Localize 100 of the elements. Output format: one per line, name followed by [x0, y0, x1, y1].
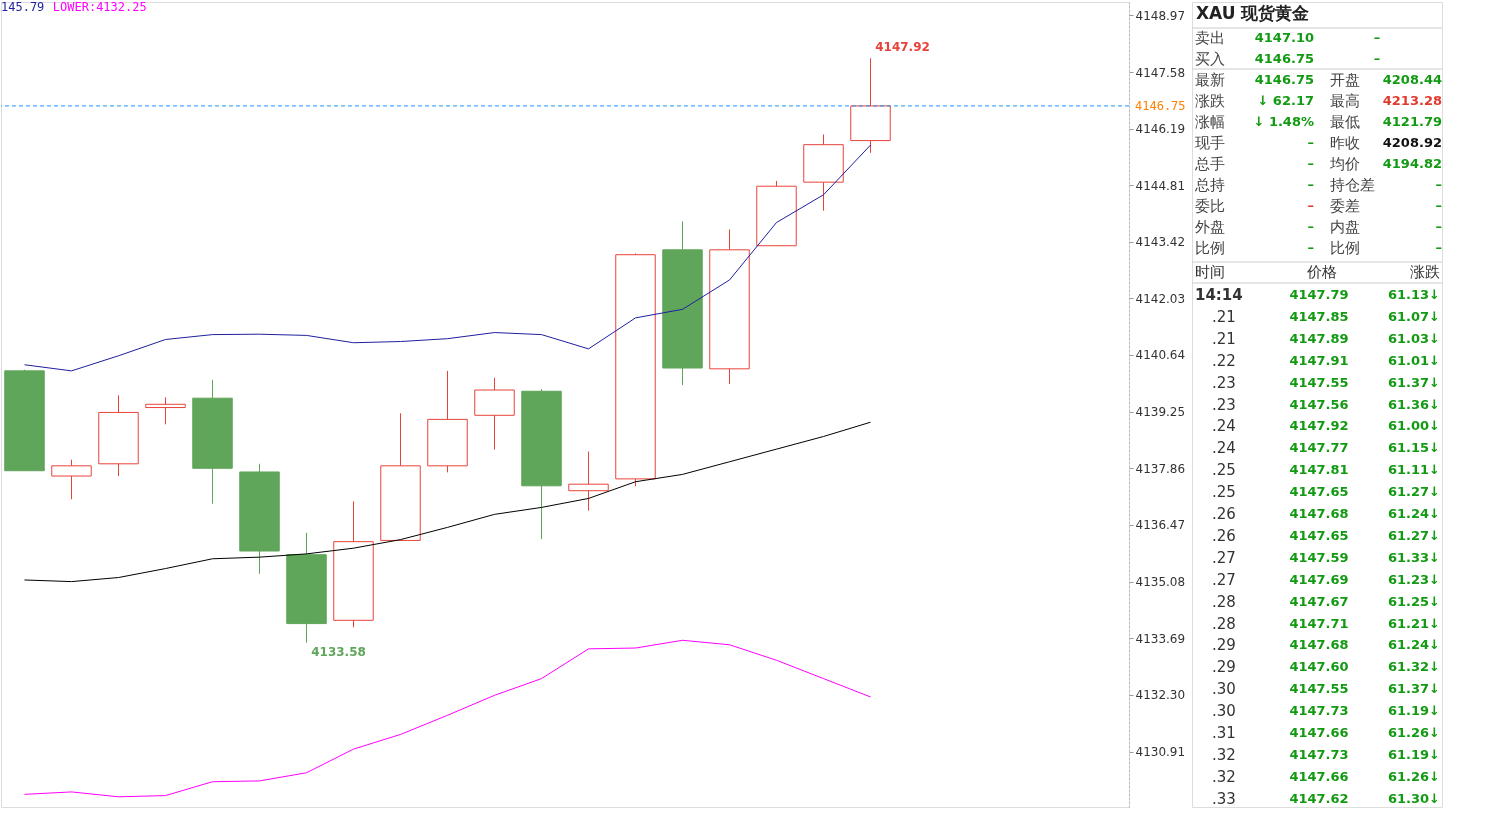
text: 4213.28 — [1382, 93, 1442, 108]
text: 委比 — [1195, 197, 1225, 215]
text: 比例 — [1330, 239, 1360, 257]
text: 4147.66 — [1289, 768, 1349, 784]
text: 61.11↓ — [1387, 462, 1440, 478]
text: 4147.56 — [1289, 396, 1349, 412]
text: 4147.59 — [1289, 549, 1349, 565]
text: 价格 — [1306, 263, 1337, 281]
text: 4147.91 — [1289, 352, 1349, 368]
text: .28 — [1212, 614, 1236, 633]
y-tick-label: 4140.64 — [1135, 348, 1186, 363]
text: .23 — [1212, 395, 1236, 414]
text: 最低 — [1330, 113, 1360, 131]
text: .21 — [1212, 329, 1236, 348]
text: .30 — [1212, 680, 1236, 699]
text: 61.26↓ — [1387, 725, 1440, 740]
y-tick-label: 4146.19 — [1135, 122, 1186, 137]
text: – — [1307, 198, 1314, 213]
ref-line-label: 4146.75 — [1135, 98, 1186, 113]
annotation: 145.79 — [1, 0, 45, 14]
text: .32 — [1212, 745, 1236, 764]
text: 61.27↓ — [1387, 484, 1440, 500]
y-tick-label: 4139.25 — [1135, 405, 1186, 420]
text: 涨跌 — [1195, 92, 1225, 110]
text: – — [1307, 177, 1314, 192]
text: 61.01↓ — [1387, 352, 1440, 368]
text: – — [1307, 135, 1314, 150]
line-series — [24, 144, 871, 372]
text: 4147.81 — [1289, 462, 1349, 478]
text: 4194.82 — [1382, 156, 1442, 171]
y-tick-label: 4130.91 — [1135, 745, 1186, 760]
y-tick-label: 4147.58 — [1135, 65, 1186, 80]
text: 4208.92 — [1382, 135, 1442, 150]
text: .28 — [1212, 592, 1236, 611]
text: 4147.69 — [1289, 571, 1349, 587]
text: 4147.65 — [1289, 527, 1349, 543]
text: 61.36↓ — [1387, 396, 1440, 412]
text: 61.24↓ — [1387, 506, 1440, 521]
text: .23 — [1212, 373, 1236, 392]
y-tick-label: 4148.97 — [1135, 8, 1186, 23]
text: – — [1307, 219, 1314, 234]
text: ↓ 62.17 — [1257, 93, 1314, 108]
text: 现手 — [1195, 134, 1225, 152]
text: 4146.75 — [1254, 51, 1314, 66]
text: 61.23↓ — [1387, 571, 1440, 587]
text: .21 — [1212, 307, 1236, 326]
text: .25 — [1212, 461, 1236, 480]
text: .24 — [1212, 439, 1236, 458]
text: 61.37↓ — [1387, 374, 1440, 390]
text: – — [1435, 198, 1442, 213]
text: 61.33↓ — [1387, 549, 1440, 565]
text: – — [1307, 240, 1314, 255]
text: 比例 — [1195, 239, 1225, 257]
text: 时间 — [1195, 263, 1225, 281]
text: – — [1435, 240, 1442, 255]
text: – — [1435, 219, 1442, 234]
text: 4147.55 — [1289, 374, 1349, 390]
text: 昨收 — [1330, 134, 1360, 152]
text: 61.24↓ — [1387, 637, 1440, 653]
text: 4208.44 — [1382, 72, 1442, 87]
text: 4147.55 — [1289, 681, 1349, 697]
text: 4121.79 — [1382, 114, 1442, 129]
text: 61.00↓ — [1387, 418, 1440, 434]
text: .32 — [1212, 767, 1236, 786]
annotation: LOWER:4132.25 — [52, 0, 147, 14]
text: 61.19↓ — [1387, 746, 1440, 762]
text: .24 — [1212, 417, 1236, 436]
text: 4147.73 — [1289, 703, 1349, 719]
text: 4147.89 — [1289, 330, 1349, 346]
text: 内盘 — [1330, 218, 1360, 236]
text: .33 — [1212, 789, 1236, 808]
text: 61.13↓ — [1387, 287, 1440, 302]
y-tick-label: 4137.86 — [1135, 461, 1186, 476]
text: ↓ 1.48% — [1253, 114, 1314, 129]
y-tick-label: 4142.03 — [1135, 291, 1186, 306]
text: 最高 — [1330, 92, 1360, 110]
text: XAU 现货黄金 — [1196, 3, 1310, 23]
text: 4147.62 — [1289, 790, 1349, 806]
text: 4147.79 — [1289, 287, 1349, 302]
text: 4147.68 — [1289, 637, 1349, 653]
text: 总手 — [1194, 155, 1225, 173]
text: 4147.67 — [1289, 593, 1349, 609]
text: 61.19↓ — [1387, 703, 1440, 719]
text: 涨幅 — [1195, 113, 1225, 131]
text: 4146.75 — [1254, 72, 1314, 87]
y-tick-label: 4144.81 — [1135, 178, 1186, 193]
text: .26 — [1212, 526, 1236, 545]
candlestick — [145, 396, 186, 425]
text: – — [1373, 51, 1381, 66]
text: 买入 — [1195, 50, 1225, 68]
text: 61.37↓ — [1387, 681, 1440, 697]
line-series — [24, 421, 871, 583]
text: – — [1307, 156, 1314, 171]
annotation: 4133.58 — [311, 644, 366, 659]
text: 外盘 — [1195, 218, 1225, 236]
text: .29 — [1212, 636, 1236, 655]
text: – — [1435, 177, 1442, 192]
text: .31 — [1212, 724, 1236, 742]
text: 4147.66 — [1289, 725, 1349, 740]
text: 61.27↓ — [1387, 527, 1440, 543]
